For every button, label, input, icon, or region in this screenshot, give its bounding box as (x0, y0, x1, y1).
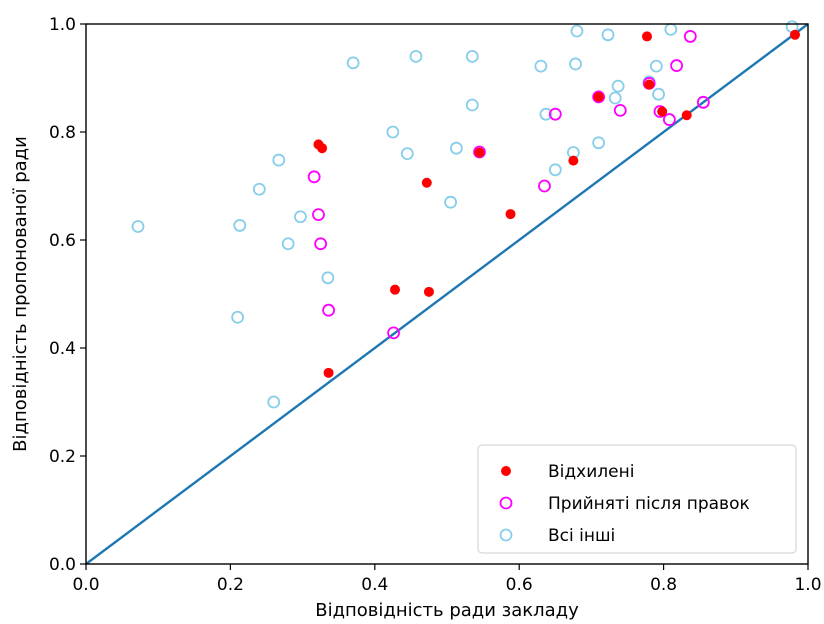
point-all-others-18 (539, 107, 553, 121)
point-accepted-after-edits-2 (314, 237, 328, 251)
legend-label-all-others: Всі інші (548, 526, 615, 546)
point-accepted-after-edits-3 (322, 303, 335, 317)
legend-marker-all-others (499, 528, 513, 542)
point-rejected-10 (641, 31, 652, 42)
point-all-others-3 (252, 182, 266, 196)
point-all-others-28 (649, 59, 663, 73)
legend-label-rejected: Відхилені (548, 462, 634, 482)
x-tick-label: 0.8 (650, 575, 677, 595)
point-rejected-12 (657, 106, 668, 117)
plot-area (85, 20, 809, 565)
point-rejected-1 (317, 143, 328, 154)
point-accepted-after-edits-0 (307, 170, 321, 184)
point-rejected-8 (568, 155, 579, 166)
point-rejected-9 (593, 91, 604, 102)
point-accepted-after-edits-12 (662, 113, 676, 126)
x-tick-label: 0.4 (361, 575, 388, 595)
point-all-others-29 (652, 87, 665, 101)
point-all-others-24 (601, 28, 615, 42)
legend-box (477, 444, 797, 554)
point-accepted-after-edits-1 (312, 208, 325, 222)
point-rejected-5 (423, 286, 434, 297)
point-accepted-after-edits-4 (387, 326, 400, 340)
axes-frame (85, 23, 809, 565)
point-rejected-11 (644, 79, 655, 90)
point-accepted-after-edits-7 (548, 107, 562, 121)
point-accepted-after-edits-15 (696, 95, 710, 109)
legend-marker-accepted-after-edits (499, 496, 513, 510)
x-axis-label: Відповідність ради закладу (315, 600, 579, 621)
y-tick-label: 1.0 (49, 15, 76, 35)
point-all-others-10 (386, 125, 400, 139)
point-all-others-1 (231, 310, 245, 324)
axis-ticks: 0.0 0.2 0.4 0.6 0.8 1.0 0.0 0.2 0.4 0.6 0.8 1.0 (49, 15, 822, 595)
point-rejected-13 (681, 110, 692, 121)
point-all-others-15 (465, 50, 479, 63)
point-accepted-after-edits-8 (592, 90, 606, 104)
point-rejected-7 (505, 209, 516, 220)
x-tick-label: 1.0 (794, 575, 821, 595)
y-tick-label: 0.4 (49, 339, 76, 359)
point-rejected-4 (421, 177, 432, 188)
point-all-others-6 (281, 237, 295, 251)
point-all-others-11 (400, 147, 414, 161)
point-all-others-25 (608, 91, 622, 105)
point-all-others-7 (294, 210, 307, 224)
point-all-others-19 (548, 163, 562, 177)
point-accepted-after-edits-14 (683, 30, 697, 43)
point-all-others-16 (465, 98, 479, 112)
point-accepted-after-edits-9 (613, 104, 627, 117)
point-all-others-26 (611, 79, 625, 93)
y-tick-label: 0.6 (49, 231, 76, 251)
point-all-others-22 (570, 24, 584, 38)
point-all-others-13 (444, 195, 458, 209)
point-all-others-2 (233, 219, 247, 232)
point-accepted-after-edits-13 (670, 59, 683, 72)
point-all-others-9 (346, 56, 360, 70)
legend-marker-rejected (501, 466, 511, 476)
x-tick-label: 0.6 (506, 575, 533, 595)
point-all-others-8 (321, 271, 335, 285)
y-tick-label: 0.2 (49, 447, 76, 467)
point-rejected-3 (390, 284, 401, 295)
legend: Відхилені Прийняті після правок Всі інші (477, 444, 797, 554)
point-accepted-after-edits-6 (538, 179, 551, 193)
point-all-others-17 (534, 59, 548, 73)
point-all-others-5 (272, 153, 286, 167)
y-tick-label: 0.8 (49, 123, 76, 143)
x-tick-label: 0.2 (217, 575, 244, 595)
y-axis-label: Відповідність пропонованої ради (10, 136, 31, 452)
point-all-others-4 (267, 395, 281, 409)
y-tick-label: 0.0 (49, 555, 76, 575)
axes-border (85, 23, 809, 565)
point-rejected-6 (474, 147, 485, 158)
point-all-others-14 (449, 141, 463, 155)
point-all-others-0 (131, 220, 145, 233)
point-all-others-21 (569, 57, 582, 71)
point-rejected-14 (790, 29, 801, 40)
point-all-others-23 (592, 136, 606, 150)
legend-label-accepted-after-edits: Прийняті після правок (548, 494, 750, 514)
point-all-others-12 (409, 50, 423, 63)
x-tick-label: 0.0 (72, 575, 99, 595)
point-rejected-2 (323, 367, 334, 378)
